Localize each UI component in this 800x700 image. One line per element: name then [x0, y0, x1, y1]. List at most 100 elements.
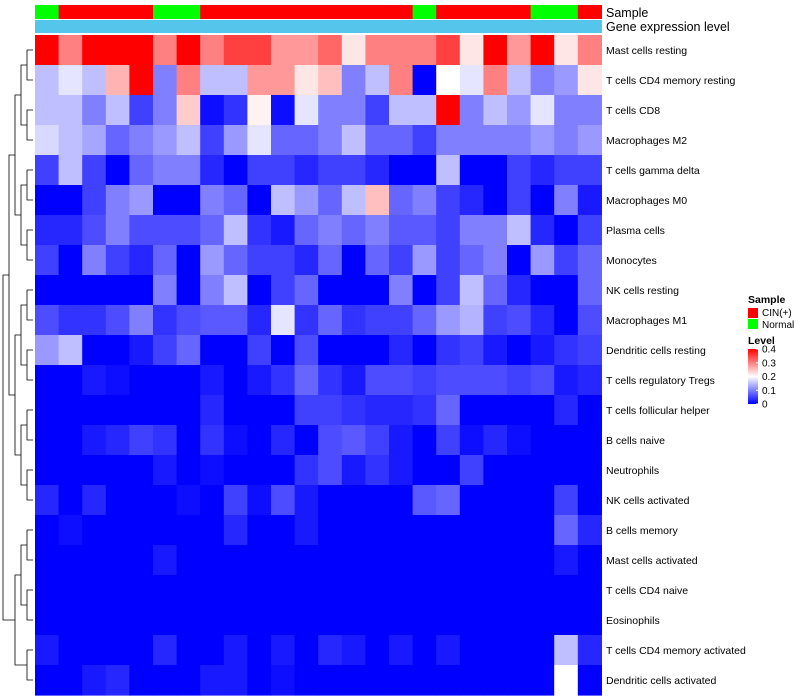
heatmap-cell — [82, 215, 107, 246]
heatmap-cell — [341, 335, 366, 366]
heatmap-cell — [129, 275, 154, 306]
heatmap-cell — [129, 305, 154, 336]
heatmap-cell — [35, 455, 60, 486]
heatmap-cell — [577, 305, 602, 336]
heatmap-cell — [271, 335, 296, 366]
heatmap-cell — [507, 455, 532, 486]
heatmap-cell — [35, 185, 60, 216]
heatmap-cell — [35, 65, 60, 96]
heatmap-cell — [294, 155, 319, 186]
dendrogram-link — [26, 349, 33, 381]
heatmap-cell — [412, 335, 437, 366]
heatmap-cell — [82, 65, 107, 96]
heatmap-cell — [247, 275, 272, 306]
heatmap-cell — [200, 605, 225, 636]
heatmap-cell — [35, 545, 60, 576]
heatmap-cell — [223, 605, 248, 636]
annotation-gene-level-cell — [577, 20, 602, 33]
heatmap-cell — [436, 515, 461, 546]
heatmap-cell — [341, 275, 366, 306]
annotation-gene-level-cell — [483, 20, 508, 33]
heatmap-cell — [200, 455, 225, 486]
heatmap-cell — [223, 305, 248, 336]
heatmap-cell — [459, 215, 484, 246]
heatmap-cell — [577, 635, 602, 666]
heatmap-cell — [459, 65, 484, 96]
heatmap-cell — [577, 155, 602, 186]
heatmap-cell — [153, 605, 178, 636]
legend-swatch-cin — [748, 308, 758, 318]
heatmap-cell — [530, 515, 555, 546]
heatmap-cell — [530, 575, 555, 606]
heatmap-cell — [200, 575, 225, 606]
heatmap-cell — [483, 425, 508, 456]
annotation-gene-level-cell — [247, 20, 272, 33]
heatmap-cell — [341, 485, 366, 516]
heatmap-cell — [271, 185, 296, 216]
heatmap-cell — [129, 95, 154, 126]
heatmap-cell — [129, 365, 154, 396]
heatmap-cell — [577, 95, 602, 126]
heatmap-cell — [223, 485, 248, 516]
heatmap-cell — [176, 605, 201, 636]
heatmap-cell — [389, 575, 414, 606]
heatmap-cell — [389, 665, 414, 696]
heatmap-cell — [35, 95, 60, 126]
row-label: Monocytes — [606, 255, 657, 267]
heatmap-cell — [436, 125, 461, 156]
heatmap-cell — [483, 305, 508, 336]
annotation-sample-cell — [153, 5, 178, 19]
legend-level-tick-label: 0.4 — [762, 345, 776, 356]
heatmap-cell — [247, 515, 272, 546]
heatmap-cell — [554, 455, 579, 486]
heatmap-cell — [389, 155, 414, 186]
heatmap-cell — [412, 35, 437, 66]
heatmap-cell — [176, 365, 201, 396]
annotation-labels: Sample Gene expression level — [606, 6, 730, 34]
heatmap-cell — [82, 245, 107, 276]
heatmap-cell — [271, 545, 296, 576]
heatmap-cell — [129, 185, 154, 216]
heatmap-cell — [530, 155, 555, 186]
heatmap-cell — [318, 95, 343, 126]
heatmap-cell — [318, 125, 343, 156]
annotation-gene-level-cell — [176, 20, 201, 33]
heatmap-cell — [412, 155, 437, 186]
heatmap-cell — [176, 245, 201, 276]
row-label: T cells CD4 memory resting — [606, 75, 735, 87]
heatmap-cell — [459, 155, 484, 186]
row-label: B cells naive — [606, 435, 665, 447]
heatmap-cell — [483, 485, 508, 516]
heatmap-cell — [412, 65, 437, 96]
heatmap-cell — [105, 635, 130, 666]
heatmap-cell — [129, 605, 154, 636]
heatmap-cell — [82, 305, 107, 336]
heatmap-cell — [294, 305, 319, 336]
heatmap-cell — [247, 425, 272, 456]
heatmap-cell — [271, 95, 296, 126]
heatmap-cell — [294, 95, 319, 126]
annotation-sample-cell — [247, 5, 272, 19]
heatmap-cell — [577, 425, 602, 456]
heatmap-cell — [153, 425, 178, 456]
heatmap-cell — [271, 485, 296, 516]
heatmap-cell — [412, 635, 437, 666]
heatmap-cell — [459, 125, 484, 156]
heatmap-cell — [153, 665, 178, 696]
heatmap-cell — [436, 185, 461, 216]
annotation-sample-cell — [200, 5, 225, 19]
dendrogram-link — [14, 574, 27, 666]
heatmap-cell — [58, 605, 83, 636]
heatmap-cell — [365, 215, 390, 246]
heatmap-cell — [389, 95, 414, 126]
heatmap-cell — [436, 635, 461, 666]
heatmap-cell — [105, 455, 130, 486]
heatmap-cell — [58, 65, 83, 96]
heatmap-cell — [294, 575, 319, 606]
heatmap-cell — [436, 485, 461, 516]
heatmap-cell — [341, 365, 366, 396]
heatmap-cell — [176, 335, 201, 366]
heatmap-cell — [318, 185, 343, 216]
heatmap-cell — [530, 545, 555, 576]
row-label: Neutrophils — [606, 465, 659, 477]
